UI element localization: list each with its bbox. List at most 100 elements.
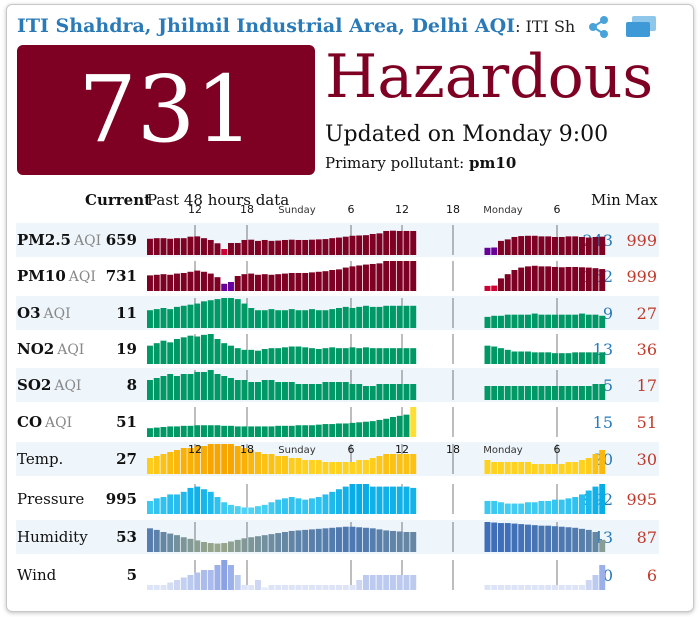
- chart-bar[interactable]: [315, 460, 322, 474]
- chart-bar[interactable]: [565, 236, 572, 255]
- chart-bar[interactable]: [376, 575, 383, 590]
- chart-bar[interactable]: [498, 462, 504, 474]
- row-label[interactable]: PM2.5 AQI: [17, 231, 101, 249]
- chart-bar[interactable]: [558, 267, 565, 291]
- chart-bar[interactable]: [363, 484, 369, 514]
- chart-bar[interactable]: [579, 267, 585, 291]
- chart-bar[interactable]: [147, 428, 153, 437]
- chart-bar[interactable]: [174, 376, 180, 400]
- chart-bar[interactable]: [221, 376, 228, 400]
- row-label[interactable]: Humidity: [17, 528, 88, 546]
- chart-bar[interactable]: [302, 272, 309, 291]
- chart-bar[interactable]: [221, 248, 228, 255]
- chart-bar[interactable]: [147, 585, 153, 590]
- chart-bar[interactable]: [214, 339, 221, 364]
- chart-bar[interactable]: [484, 386, 491, 400]
- chart-bar[interactable]: [572, 352, 579, 364]
- chart-bar[interactable]: [174, 426, 180, 437]
- chart-bar[interactable]: [585, 267, 592, 291]
- chart-bar[interactable]: [194, 270, 201, 291]
- chart-bar[interactable]: [484, 316, 491, 328]
- chart-bar[interactable]: [498, 502, 504, 514]
- chart-bar[interactable]: [511, 386, 518, 400]
- chart-bar[interactable]: [241, 448, 248, 474]
- chart-bar[interactable]: [329, 527, 336, 552]
- chart-bar[interactable]: [234, 426, 241, 437]
- chart-bar[interactable]: [349, 266, 356, 291]
- chart-bar[interactable]: [383, 305, 390, 328]
- chart-bar[interactable]: [356, 306, 363, 328]
- chart-bar[interactable]: [383, 530, 390, 552]
- chart-bar[interactable]: [498, 523, 504, 552]
- chart-bar[interactable]: [579, 313, 585, 328]
- chart-bar[interactable]: [565, 266, 572, 291]
- chart-bar[interactable]: [572, 497, 579, 514]
- chart-bar[interactable]: [545, 464, 552, 474]
- chart-bar[interactable]: [302, 384, 309, 400]
- chart-bar[interactable]: [268, 502, 275, 514]
- chart-bar[interactable]: [322, 528, 329, 552]
- chart-bar[interactable]: [356, 384, 363, 400]
- chart-bar[interactable]: [248, 585, 255, 590]
- chart-bar[interactable]: [309, 498, 315, 514]
- chart-bar[interactable]: [180, 337, 187, 364]
- share-icon[interactable]: [587, 15, 611, 39]
- chart-bar[interactable]: [295, 498, 302, 514]
- chart-bar[interactable]: [180, 238, 187, 255]
- chart-bar[interactable]: [329, 585, 336, 590]
- chart-bar[interactable]: [511, 269, 518, 291]
- chart-bar[interactable]: [288, 272, 295, 291]
- chart-bar[interactable]: [207, 300, 214, 328]
- chart-bar[interactable]: [363, 264, 369, 291]
- chart-bar[interactable]: [565, 462, 572, 474]
- chart-bar[interactable]: [268, 454, 275, 474]
- chart-bar[interactable]: [228, 565, 234, 590]
- chart-bar[interactable]: [484, 522, 491, 552]
- chart-bar[interactable]: [585, 352, 592, 364]
- chart-bar[interactable]: [255, 536, 261, 552]
- chart-bar[interactable]: [336, 308, 342, 328]
- chart-bar[interactable]: [383, 384, 390, 400]
- chart-bar[interactable]: [504, 314, 511, 328]
- chart-bar[interactable]: [531, 265, 538, 291]
- chart-bar[interactable]: [174, 494, 180, 514]
- chart-bar[interactable]: [248, 426, 255, 437]
- chart-bar[interactable]: [336, 489, 342, 514]
- chart-bar[interactable]: [525, 351, 531, 365]
- chart-bar[interactable]: [268, 426, 275, 437]
- chart-bar[interactable]: [315, 310, 322, 328]
- chart-bar[interactable]: [342, 423, 349, 437]
- chart-bar[interactable]: [572, 266, 579, 291]
- row-label[interactable]: Wind: [17, 566, 56, 584]
- chart-bar[interactable]: [545, 236, 552, 255]
- chart-bar[interactable]: [187, 448, 194, 474]
- chart-bar[interactable]: [491, 462, 498, 474]
- chart-bar[interactable]: [221, 543, 228, 552]
- chart-bar[interactable]: [207, 570, 214, 590]
- chart-bar[interactable]: [160, 497, 167, 514]
- chart-bar[interactable]: [376, 263, 383, 291]
- chart-bar[interactable]: [396, 305, 403, 328]
- chart-bar[interactable]: [167, 274, 174, 291]
- chart-bar[interactable]: [356, 580, 363, 590]
- chart-bar[interactable]: [295, 425, 302, 437]
- chart-bar[interactable]: [248, 537, 255, 552]
- chart-bar[interactable]: [599, 539, 606, 552]
- chart-bar[interactable]: [322, 462, 329, 474]
- chart-bar[interactable]: [369, 386, 376, 400]
- chart-bar[interactable]: [396, 575, 403, 590]
- chart-bar[interactable]: [538, 266, 545, 291]
- chart-bar[interactable]: [194, 446, 201, 474]
- chart-bar[interactable]: [167, 309, 174, 328]
- chart-bar[interactable]: [167, 494, 174, 514]
- chart-bar[interactable]: [241, 585, 248, 590]
- chart-bar[interactable]: [180, 425, 187, 437]
- chart-bar[interactable]: [228, 541, 234, 552]
- chart-bar[interactable]: [369, 575, 376, 590]
- chart-bar[interactable]: [511, 351, 518, 365]
- chart-bar[interactable]: [282, 273, 288, 291]
- chart-bar[interactable]: [403, 348, 410, 364]
- chart-bar[interactable]: [369, 458, 376, 474]
- chart-bar[interactable]: [255, 452, 261, 474]
- chart-bar[interactable]: [255, 274, 261, 291]
